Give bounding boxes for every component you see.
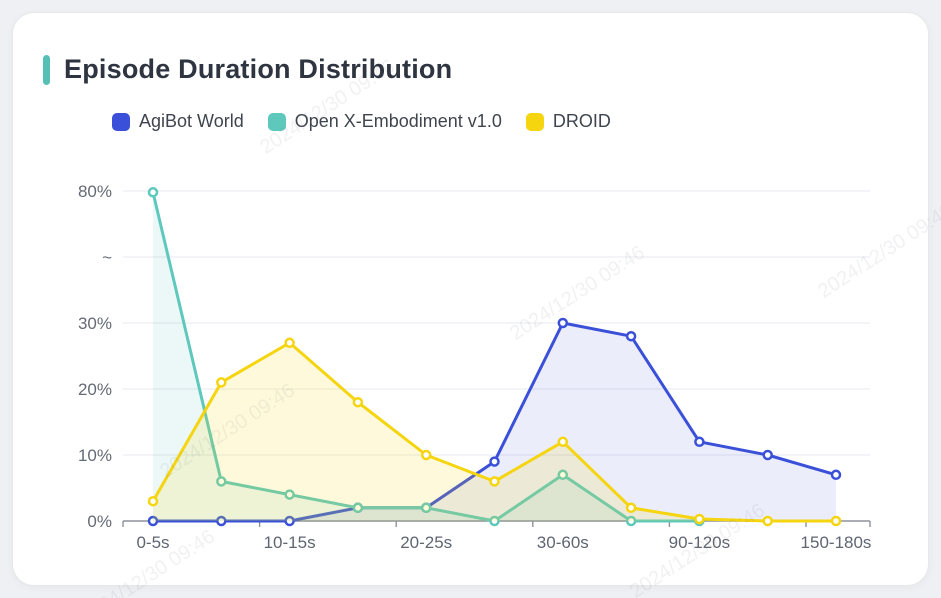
legend-item-open-x-embodiment-v1-0[interactable]: Open X-Embodiment v1.0 (267, 111, 502, 132)
series-point-droid-10[interactable] (830, 515, 842, 527)
series-point-open-x-embodiment-v1-0-2[interactable] (284, 489, 295, 500)
series-point-agibot-world-10[interactable] (830, 469, 842, 481)
legend-item-agibot-world[interactable]: AgiBot World (112, 111, 244, 132)
y-axis-label: ~ (102, 248, 112, 267)
x-axis-label: 90-120s (669, 533, 730, 552)
legend-marker-agibot-world (112, 112, 130, 131)
legend-label-droid: DROID (552, 111, 611, 131)
x-axis-label: 20-25s (400, 533, 452, 552)
y-axis-label: 10% (78, 446, 112, 465)
series-point-droid-5[interactable] (489, 476, 500, 487)
legend-item-droid[interactable]: DROID (525, 111, 611, 132)
x-axis-label: 30-60s (537, 533, 589, 552)
series-point-agibot-world-7[interactable] (625, 330, 637, 342)
series-point-droid-6[interactable] (557, 436, 569, 448)
series-area-agibot-world (153, 323, 836, 521)
series-point-agibot-world-0[interactable] (147, 515, 159, 527)
y-axis-label: 30% (78, 314, 112, 333)
series-point-droid-7[interactable] (625, 502, 637, 514)
series-area-open-x-embodiment-v1-0 (153, 192, 700, 522)
series-point-droid-2[interactable] (284, 337, 295, 349)
series-point-open-x-embodiment-v1-0-1[interactable] (216, 476, 227, 487)
series-point-agibot-world-1[interactable] (216, 515, 227, 527)
series-point-agibot-world-8[interactable] (694, 436, 705, 448)
legend-label-agibot-world: AgiBot World (139, 111, 244, 131)
series-point-droid-1[interactable] (216, 377, 227, 388)
series-point-open-x-embodiment-v1-0-6[interactable] (557, 469, 569, 481)
series-point-droid-0[interactable] (147, 495, 159, 507)
y-axis-label: 80% (78, 182, 112, 201)
series-point-agibot-world-5[interactable] (489, 456, 500, 467)
title-accent-bar (43, 54, 50, 85)
title-row: Episode Duration Distribution (43, 54, 452, 85)
legend-marker-open-x-embodiment-v1-0 (267, 112, 286, 131)
x-axis-label: 150-180s (801, 533, 872, 552)
legend: AgiBot World Open X-Embodiment v1.0 DROID (112, 111, 611, 132)
chart-card (12, 12, 929, 586)
series-point-open-x-embodiment-v1-0-4[interactable] (420, 502, 432, 514)
series-point-agibot-world-2[interactable] (284, 515, 295, 527)
legend-marker-droid (525, 112, 544, 131)
legend-label-open-x-embodiment-v1-0: Open X-Embodiment v1.0 (294, 111, 502, 131)
series-point-droid-8[interactable] (694, 513, 705, 525)
y-axis-label: 0% (87, 512, 112, 531)
x-axis-label: 10-15s (264, 533, 316, 552)
series-point-open-x-embodiment-v1-0-0[interactable] (147, 187, 159, 198)
page-title: Episode Duration Distribution (64, 54, 453, 84)
series-point-agibot-world-9[interactable] (762, 449, 773, 461)
series-point-open-x-embodiment-v1-0-3[interactable] (352, 502, 364, 514)
series-point-agibot-world-6[interactable] (557, 317, 569, 329)
y-axis-label: 20% (78, 380, 112, 399)
series-point-droid-3[interactable] (352, 396, 364, 408)
series-area-droid (153, 342, 836, 521)
x-axis-label: 0-5s (136, 533, 169, 552)
series-point-droid-9[interactable] (762, 515, 773, 527)
series-point-open-x-embodiment-v1-0-5[interactable] (489, 515, 500, 527)
series-point-open-x-embodiment-v1-0-7[interactable] (625, 515, 637, 527)
series-point-droid-4[interactable] (420, 449, 432, 461)
